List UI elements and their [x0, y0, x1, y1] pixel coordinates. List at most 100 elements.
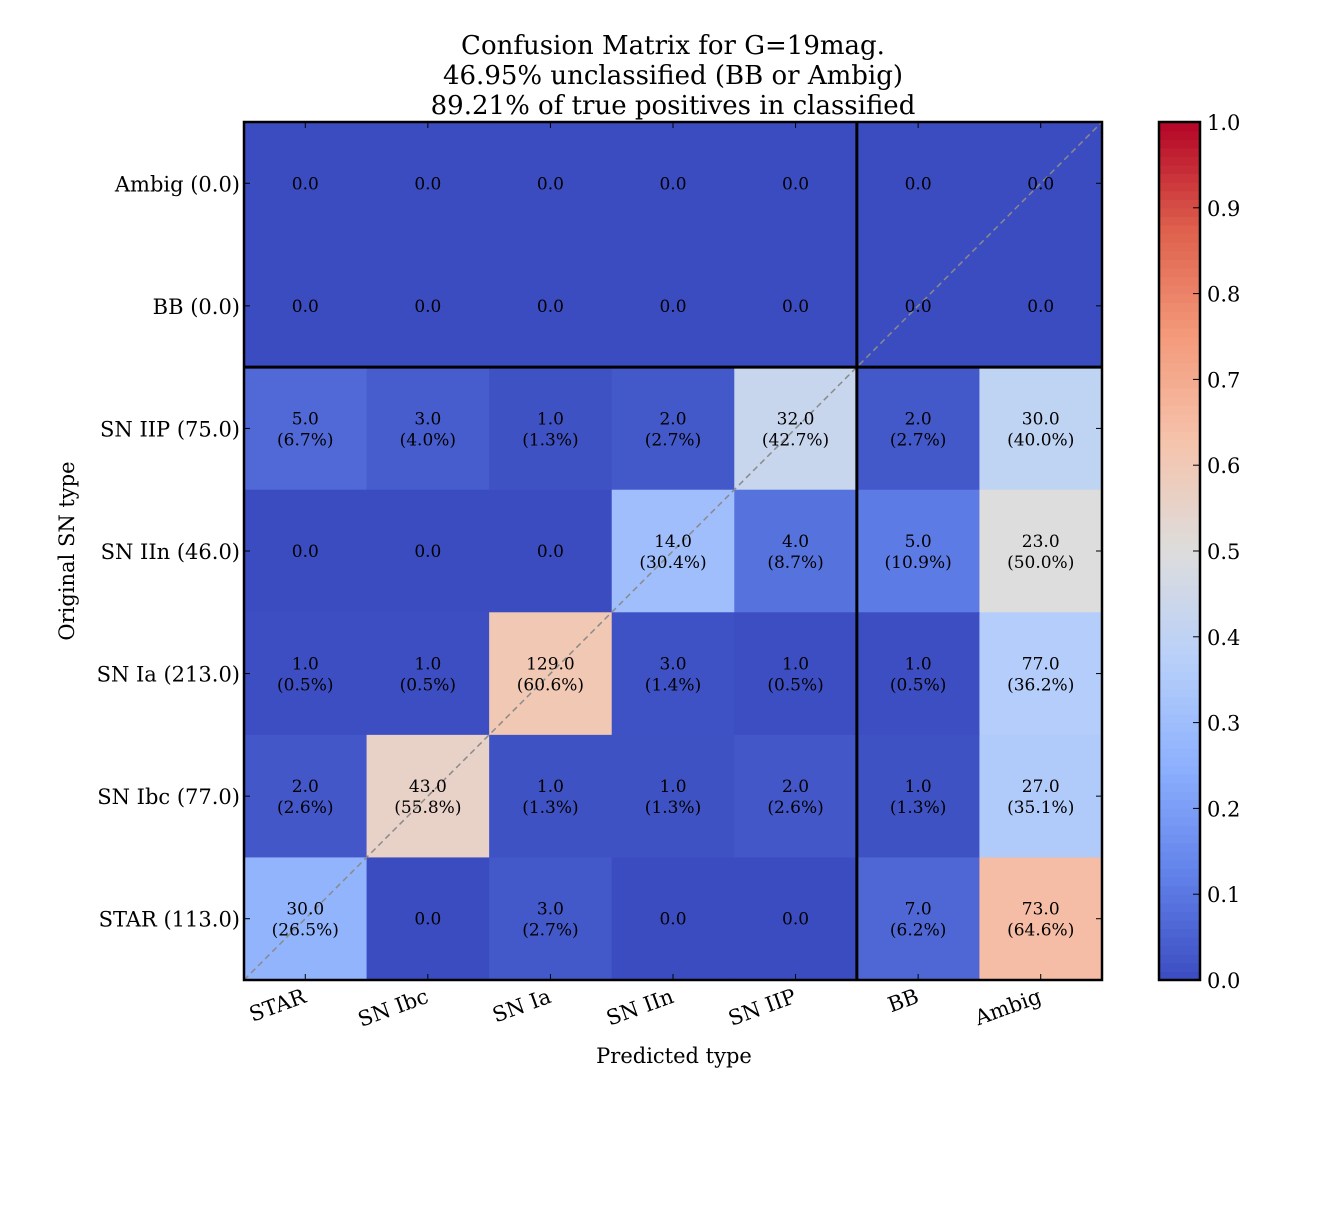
colorbar-segment	[1159, 405, 1200, 415]
heatmap-cell	[611, 612, 735, 736]
cell-value-labels: 0.0 0.0 0.0 0.0 0.0 0.0 0.0 0.0 0.0 0.0 0.0 0.0 0.0 0…	[272, 174, 1075, 940]
colorbar-segment	[1159, 164, 1200, 175]
cell-label: 2.0 (2.6%)	[277, 777, 333, 818]
cell-label: 73.0 (64.6%)	[1007, 900, 1074, 941]
x-tick-labels: STAR SN Ibc SN Ia SN IIn SN IIP BB Ambig	[246, 984, 1044, 1032]
cell-label: 1.0 (0.5%)	[890, 655, 946, 696]
heatmap-cell	[979, 734, 1103, 859]
colorbar-segment	[1159, 182, 1200, 192]
heatmap-cell	[856, 122, 981, 246]
colorbar-segment	[1159, 919, 1200, 930]
colorbar-segment	[1159, 285, 1200, 295]
colorbar-segment	[1159, 756, 1200, 767]
cell-label: 4.0 (8.7%)	[767, 532, 823, 573]
heatmap-cell	[489, 857, 613, 981]
cell-label: 0.0	[414, 174, 441, 194]
colorbar-segment	[1159, 568, 1200, 578]
heatmap-cell	[244, 367, 368, 491]
cell-label: 1.0 (0.5%)	[277, 655, 333, 696]
colorbar-segment	[1159, 310, 1200, 320]
colorbar-segment	[1159, 593, 1200, 604]
colorbar-segment	[1159, 139, 1200, 149]
cell-label: 30.0 (26.5%)	[272, 900, 339, 941]
colorbar-segment	[1159, 353, 1200, 363]
cell-label: 0.0	[537, 297, 564, 317]
heatmap-cell	[734, 612, 858, 736]
colorbar-segment	[1159, 714, 1200, 724]
colorbar-segment	[1159, 748, 1200, 758]
cell-label: 0.0	[537, 542, 564, 562]
colorbar-segment	[1159, 679, 1200, 689]
colorbar-segment	[1159, 345, 1200, 355]
cell-label: 0.0	[414, 910, 441, 930]
heatmap-cell	[979, 367, 1103, 491]
colorbar-segment	[1159, 962, 1200, 973]
cell-label: 3.0 (4.0%)	[400, 409, 456, 450]
colorbar-segment	[1159, 816, 1200, 827]
y-tick-label: SN Ibc (77.0)	[97, 785, 240, 809]
heatmap-cell	[489, 489, 613, 613]
colorbar-segment	[1159, 722, 1200, 732]
diagonal-line	[243, 121, 1103, 981]
cell-label: 27.0 (35.1%)	[1007, 777, 1074, 818]
colorbar-segment	[1159, 585, 1200, 595]
cell-label: 2.0 (2.7%)	[890, 409, 946, 450]
colorbar-segment	[1159, 739, 1200, 749]
heatmap-cell	[611, 734, 735, 859]
colorbar-segment	[1159, 173, 1200, 183]
colorbar-segment	[1159, 937, 1200, 947]
colorbar-segment	[1159, 774, 1200, 784]
x-tick-label: BB	[885, 984, 922, 1017]
heatmap-cell	[611, 857, 735, 981]
colorbar-segment	[1159, 859, 1200, 870]
heatmap-cell	[489, 122, 613, 246]
colorbar-segment	[1159, 705, 1200, 715]
cell-label: 0.0	[782, 174, 809, 194]
heatmap-cells	[244, 122, 1103, 981]
colorbar-segment	[1159, 473, 1200, 483]
colorbar-segment	[1159, 336, 1200, 346]
cell-label: 0.0	[905, 297, 932, 317]
cell-label: 0.0	[292, 542, 319, 562]
colorbar-segment	[1159, 945, 1200, 955]
colorbar-segment	[1159, 551, 1200, 561]
colorbar-segment	[1159, 902, 1200, 912]
colorbar-segment	[1159, 456, 1200, 466]
colorbar-segment	[1159, 302, 1200, 312]
cell-label: 0.0	[659, 174, 686, 194]
colorbar-segment	[1159, 619, 1200, 629]
y-tick-label: SN IIn (46.0)	[101, 540, 240, 564]
heatmap-cell	[734, 489, 858, 613]
colorbar-segment	[1159, 362, 1200, 372]
colorbar-segment	[1159, 885, 1200, 895]
heatmap-cell	[366, 857, 490, 981]
heatmap-cell	[244, 122, 368, 246]
colorbar-segment	[1159, 413, 1200, 423]
colorbar-segment	[1159, 430, 1200, 441]
cell-label: 0.0	[1027, 174, 1054, 194]
colorbar-segment	[1159, 611, 1200, 621]
colorbar-segment	[1159, 851, 1200, 861]
colorbar-segment	[1159, 224, 1200, 235]
heatmap-cell	[979, 489, 1103, 613]
colorbar-segment	[1159, 645, 1200, 655]
cell-label: 0.0	[292, 297, 319, 317]
cell-label: 2.0 (2.7%)	[645, 409, 701, 450]
colorbar-segment	[1159, 928, 1200, 938]
chart-title: Confusion Matrix for G=19mag.46.95% uncl…	[431, 31, 916, 121]
heatmap-cell	[734, 244, 858, 368]
colorbar-segment	[1159, 834, 1200, 844]
heatmap-cell	[366, 367, 490, 491]
heatmap-cell	[856, 367, 981, 491]
y-tick-labels: Ambig (0.0) BB (0.0) SN IIP (75.0) SN IIn (…	[97, 172, 240, 931]
colorbar-segment	[1159, 250, 1200, 260]
heatmap-cell	[244, 489, 368, 613]
x-tick-label: SN Ibc	[355, 984, 432, 1031]
x-tick-label: SN IIP	[725, 984, 799, 1031]
x-axis-label: Predicted type	[596, 1044, 752, 1068]
cell-label: 32.0 (42.7%)	[762, 409, 829, 450]
cell-label: 43.0 (55.8%)	[394, 777, 461, 818]
heatmap-cell	[856, 489, 981, 613]
colorbar-segment	[1159, 259, 1200, 269]
